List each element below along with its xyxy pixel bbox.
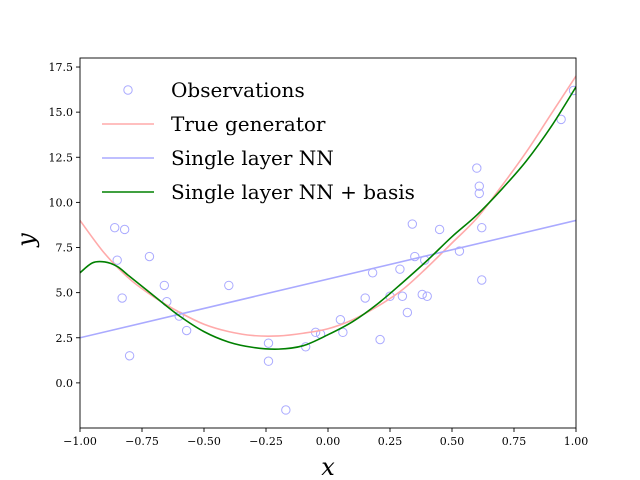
legend-label-true-generator: True generator [171,112,326,136]
observation-point [117,293,127,303]
y-axis-label: y [12,233,40,248]
series-line-single-layer-nn [80,219,576,339]
x-tick-label: −0.50 [187,435,221,448]
legend-label-observations: Observations [171,78,305,102]
observation-point [159,280,170,291]
observation-point [281,405,291,415]
plot-frame [79,57,577,429]
observation-point [434,224,445,235]
x-axis-label: x [321,453,335,480]
legend-marker-observations [123,85,133,95]
observation-point [360,293,370,303]
observation-point [402,307,413,318]
x-tick-label: 0.50 [440,435,465,448]
x-tick-label: −0.25 [249,435,283,448]
observation-point [422,291,432,301]
observation-point [407,219,418,229]
x-tick-label: 0.00 [316,435,341,448]
observation-point [477,275,487,285]
observation-point [144,251,155,262]
y-tick-label: 15.0 [49,106,74,119]
observation-point [410,251,420,262]
y-tick-label: 0.0 [56,377,74,390]
observation-point [119,224,130,235]
observation-point [395,264,405,274]
x-tick-label: −0.75 [125,435,159,448]
observation-points [110,85,576,415]
observation-point [556,114,566,125]
observation-point [224,280,234,291]
x-tick-label: 0.25 [378,435,403,448]
observation-point [472,163,482,173]
observation-point [454,246,465,256]
series-layer [80,75,576,415]
legend: Observations True generator Single layer N… [102,78,415,204]
observation-point [477,222,487,233]
y-tick-label: 12.5 [49,151,74,164]
observation-point [474,181,484,191]
x-tick-label: 1.00 [564,435,589,448]
observation-point [124,351,135,361]
x-tick-label: −1.00 [63,435,97,448]
y-tick-label: 10.0 [49,196,74,209]
axes-layer: −1.00 −0.75 −0.50 −0.25 0.00 0.25 0.50 0.75 1.00… [49,57,589,448]
observation-point [335,315,346,325]
observation-point [112,255,122,265]
observation-point [263,356,274,366]
y-tick-label: 17.5 [49,61,74,74]
x-tick-label: 0.75 [502,435,527,448]
y-tick-label: 5.0 [56,287,74,300]
observation-point [375,334,385,345]
observation-point [568,85,576,96]
observation-point [338,327,348,338]
y-tick-label: 2.5 [56,332,74,345]
legend-label-single-layer-nn-basis: Single layer NN + basis [171,180,415,204]
observation-point [397,291,408,301]
observation-point [181,325,192,336]
observation-point [110,222,120,233]
y-tick-label: 7.5 [56,242,74,255]
observation-point [263,338,274,348]
observation-point [417,289,427,300]
observation-point [474,188,484,199]
legend-label-single-layer-nn: Single layer NN [171,146,334,170]
series-line-single-layer-nn-basis [80,86,576,350]
